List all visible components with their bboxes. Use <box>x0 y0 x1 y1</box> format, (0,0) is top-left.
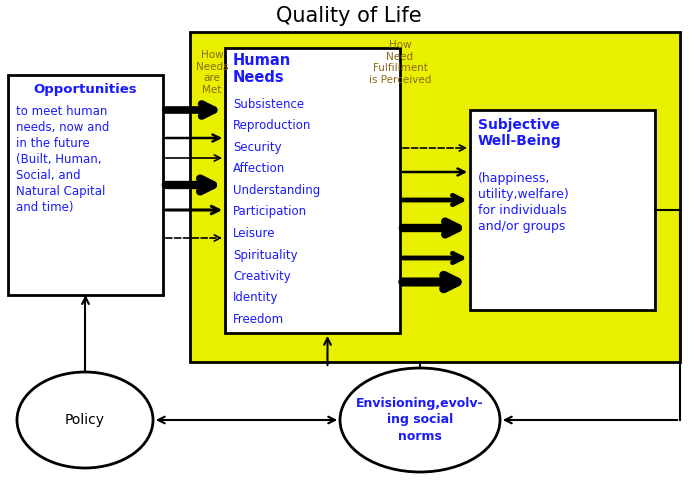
Text: Affection: Affection <box>233 163 285 176</box>
Text: Spirituality: Spirituality <box>233 248 298 261</box>
Bar <box>8 75 163 295</box>
Text: Envisioning,evolv-
ing social
norms: Envisioning,evolv- ing social norms <box>356 397 484 442</box>
Text: (happiness,
utility,welfare)
for individuals
and/or groups: (happiness, utility,welfare) for individ… <box>478 172 569 233</box>
Text: Opportunities: Opportunities <box>33 83 137 96</box>
Bar <box>225 48 400 333</box>
Text: Understanding: Understanding <box>233 184 320 197</box>
Text: Human
Needs: Human Needs <box>233 53 291 85</box>
Ellipse shape <box>17 372 153 468</box>
Text: Identity: Identity <box>233 291 279 304</box>
Text: Subsistence: Subsistence <box>233 98 304 111</box>
Text: Security: Security <box>233 141 282 154</box>
Text: How
Need
Fulfillment
is Perceived: How Need Fulfillment is Perceived <box>369 40 431 85</box>
Ellipse shape <box>340 368 500 472</box>
Bar <box>470 110 655 310</box>
Text: How
Needs
are
Met: How Needs are Met <box>196 50 229 95</box>
Text: Creativity: Creativity <box>233 270 291 283</box>
Text: Quality of Life: Quality of Life <box>276 6 421 26</box>
Text: to meet human
needs, now and
in the future
(Built, Human,
Social, and
Natural Ca: to meet human needs, now and in the futu… <box>16 105 109 214</box>
Text: Policy: Policy <box>65 413 105 427</box>
Text: Leisure: Leisure <box>233 227 275 240</box>
Text: Reproduction: Reproduction <box>233 120 312 133</box>
Text: Freedom: Freedom <box>233 313 284 326</box>
Text: Participation: Participation <box>233 206 307 218</box>
Bar <box>190 32 680 362</box>
Text: Subjective
Well-Being: Subjective Well-Being <box>478 118 562 148</box>
